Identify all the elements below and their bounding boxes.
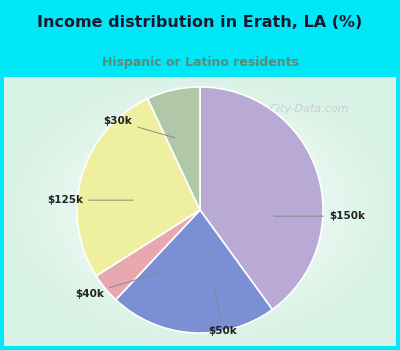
Wedge shape — [116, 210, 272, 333]
Text: Hispanic or Latino residents: Hispanic or Latino residents — [102, 56, 298, 69]
Wedge shape — [77, 99, 200, 276]
Text: $150k: $150k — [274, 211, 365, 221]
Wedge shape — [96, 210, 200, 300]
Wedge shape — [148, 87, 200, 210]
Text: $40k: $40k — [75, 272, 160, 299]
Wedge shape — [200, 87, 323, 309]
Text: $30k: $30k — [104, 117, 175, 138]
Text: City-Data.com: City-Data.com — [270, 104, 350, 114]
Text: Income distribution in Erath, LA (%): Income distribution in Erath, LA (%) — [37, 15, 363, 30]
Text: $125k: $125k — [47, 195, 133, 205]
Text: $50k: $50k — [208, 289, 236, 336]
